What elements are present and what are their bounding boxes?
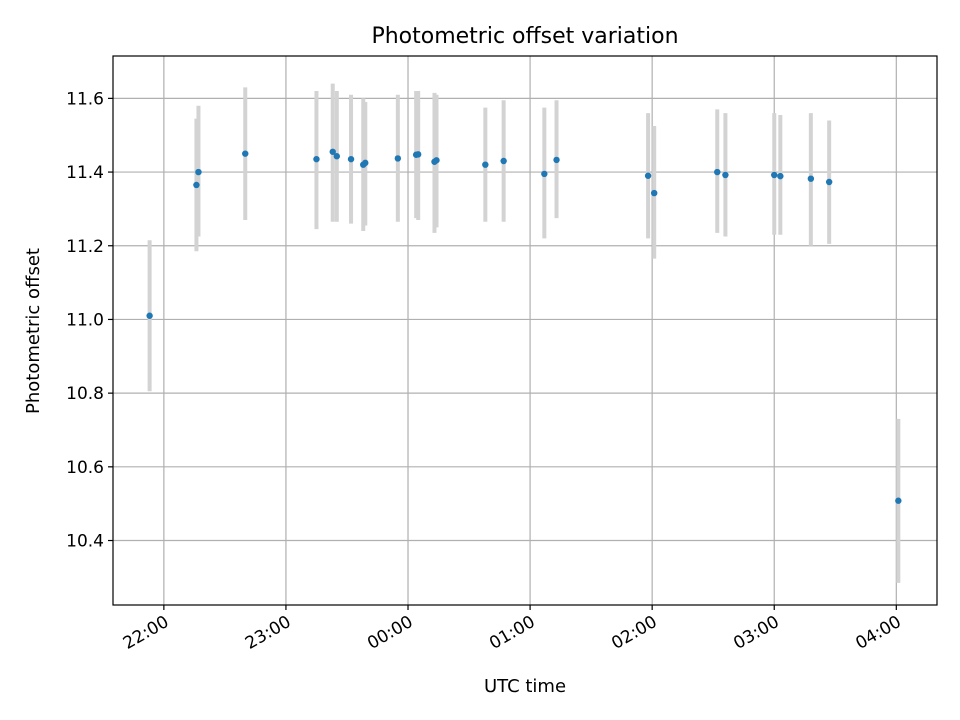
data-point (433, 157, 440, 164)
data-point (482, 161, 489, 168)
data-point (650, 189, 658, 197)
data-point (500, 157, 507, 165)
data-point (777, 172, 784, 180)
data-point (362, 159, 369, 167)
data-point (333, 153, 341, 160)
x-axis-label: UTC time (484, 676, 566, 697)
y-tick-label: 11.6 (66, 89, 104, 109)
data-point (347, 155, 355, 163)
data-points (146, 148, 902, 504)
data-point (195, 168, 202, 176)
data-point (242, 150, 249, 157)
data-point (644, 172, 652, 179)
data-point (722, 171, 729, 179)
data-point (146, 312, 153, 319)
chart-title: Photometric offset variation (371, 24, 678, 49)
y-tick-label: 11.4 (66, 163, 104, 183)
data-point (895, 497, 902, 504)
y-axis-ticks: 10.4 10.6 10.8 11.0 11.2 11.4 11.6 (66, 89, 113, 552)
plot-area-frame (112, 55, 938, 606)
data-point (414, 151, 422, 158)
data-point (771, 171, 778, 179)
data-point (825, 178, 833, 186)
data-point (193, 181, 200, 189)
data-point (807, 175, 815, 182)
data-point (329, 148, 336, 155)
y-tick-label: 10.4 (66, 532, 104, 552)
data-point (714, 168, 721, 176)
y-tick-label: 11.2 (66, 237, 104, 257)
y-axis-label: Photometric offset (23, 248, 44, 414)
data-point (394, 155, 402, 162)
y-tick-label: 10.6 (66, 458, 104, 478)
data-point (541, 170, 548, 178)
data-point (313, 155, 320, 163)
y-tick-label: 10.8 (66, 384, 104, 404)
y-tick-label: 11.0 (66, 310, 104, 330)
data-point (553, 156, 560, 164)
